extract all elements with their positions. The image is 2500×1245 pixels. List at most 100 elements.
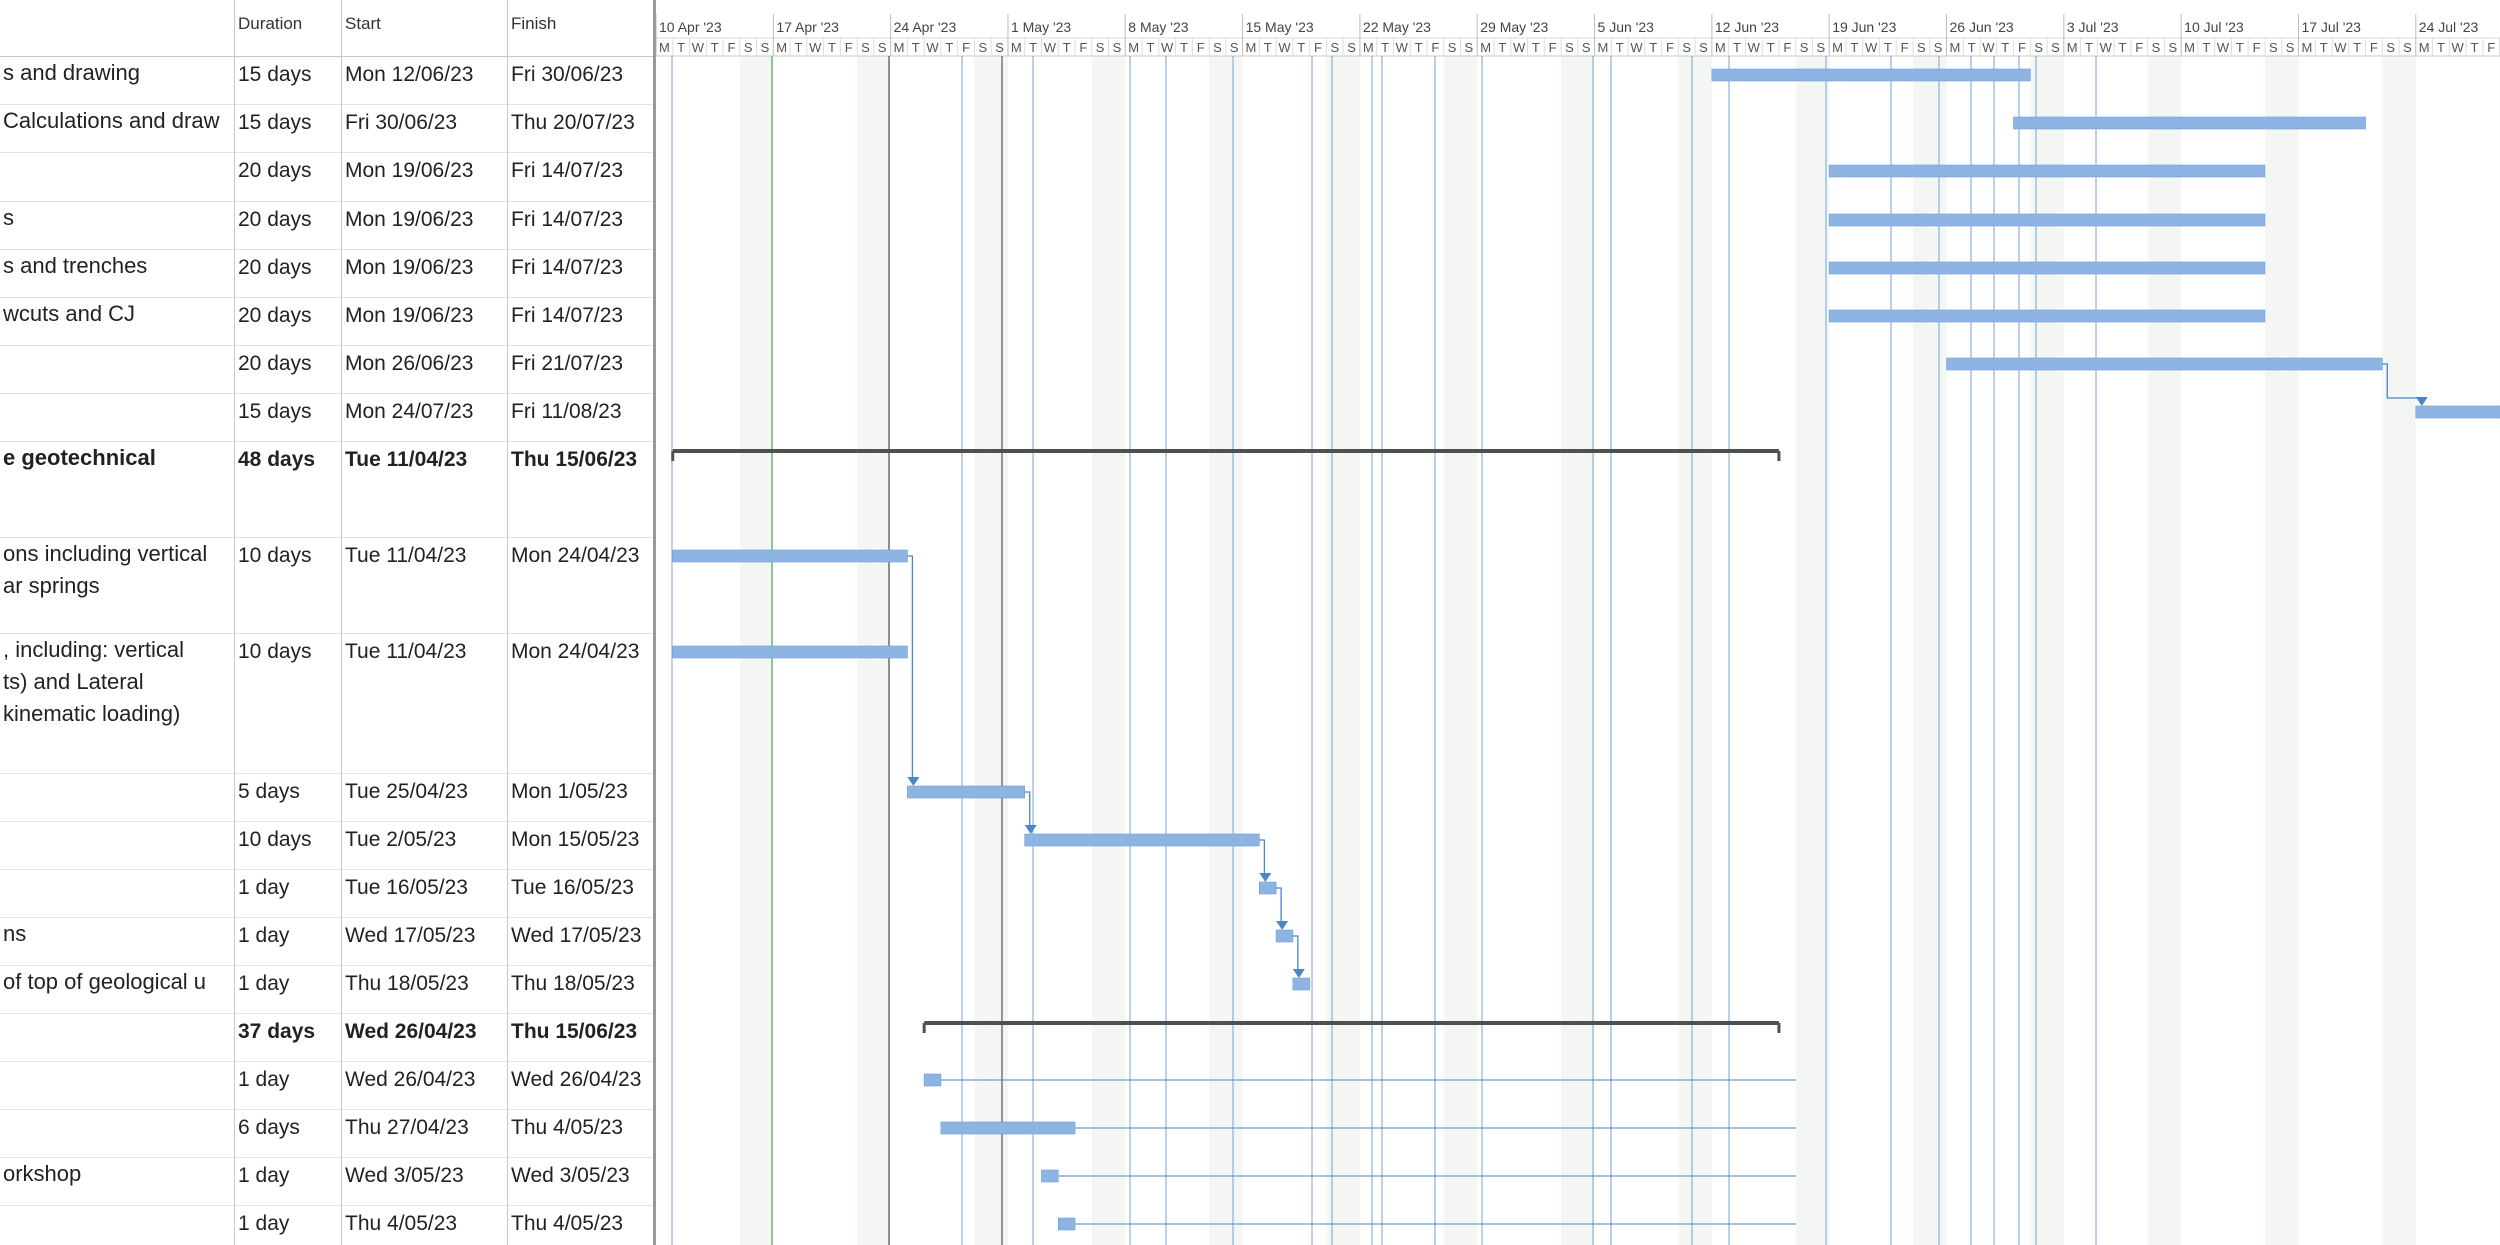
- finish-cell[interactable]: Tue 16/05/23: [508, 869, 655, 917]
- duration-cell[interactable]: 15 days: [235, 104, 342, 152]
- duration-cell[interactable]: 48 days: [235, 441, 342, 537]
- duration-cell[interactable]: 1 day: [235, 869, 342, 917]
- table-row[interactable]: Calculations and draw 15 days Fri 30/06/23…: [0, 104, 655, 153]
- start-cell[interactable]: Thu 18/05/23: [342, 965, 508, 1013]
- duration-cell[interactable]: 10 days: [235, 633, 342, 773]
- table-row[interactable]: 10 days Tue 2/05/23 Mon 15/05/23: [0, 821, 655, 870]
- task-name-cell[interactable]: [0, 1061, 235, 1109]
- finish-cell[interactable]: Thu 15/06/23: [508, 1013, 655, 1061]
- finish-cell[interactable]: Fri 21/07/23: [508, 345, 655, 393]
- task-name-cell[interactable]: ons including vertical ar springs: [0, 537, 235, 633]
- task-name-cell[interactable]: , including: vertical ts) and Lateral kine…: [0, 633, 235, 773]
- task-name-cell[interactable]: s and drawing: [0, 56, 235, 104]
- column-header-task-name[interactable]: [0, 0, 235, 56]
- finish-cell[interactable]: Fri 14/07/23: [508, 152, 655, 201]
- task-name-cell[interactable]: [0, 821, 235, 869]
- duration-cell[interactable]: 20 days: [235, 249, 342, 297]
- finish-cell[interactable]: Wed 17/05/23: [508, 917, 655, 965]
- start-cell[interactable]: Mon 19/06/23: [342, 201, 508, 249]
- table-row[interactable]: 5 days Tue 25/04/23 Mon 1/05/23: [0, 773, 655, 822]
- start-cell[interactable]: Thu 4/05/23: [342, 1205, 508, 1245]
- start-cell[interactable]: Tue 11/04/23: [342, 441, 508, 537]
- start-cell[interactable]: Mon 26/06/23: [342, 345, 508, 393]
- finish-cell[interactable]: Fri 14/07/23: [508, 201, 655, 249]
- start-cell[interactable]: Mon 19/06/23: [342, 249, 508, 297]
- table-row[interactable]: 15 days Mon 24/07/23 Fri 11/08/23: [0, 393, 655, 442]
- task-name-cell[interactable]: Calculations and draw: [0, 104, 235, 152]
- task-name-cell[interactable]: orkshop: [0, 1157, 235, 1205]
- task-name-cell[interactable]: [0, 1205, 235, 1245]
- start-cell[interactable]: Tue 2/05/23: [342, 821, 508, 869]
- finish-cell[interactable]: Thu 4/05/23: [508, 1109, 655, 1157]
- task-name-cell[interactable]: [0, 773, 235, 821]
- task-name-cell[interactable]: s and trenches: [0, 249, 235, 297]
- start-cell[interactable]: Tue 16/05/23: [342, 869, 508, 917]
- duration-cell[interactable]: 20 days: [235, 297, 342, 345]
- finish-cell[interactable]: Fri 14/07/23: [508, 249, 655, 297]
- start-cell[interactable]: Wed 3/05/23: [342, 1157, 508, 1205]
- start-cell[interactable]: Thu 27/04/23: [342, 1109, 508, 1157]
- duration-cell[interactable]: 6 days: [235, 1109, 342, 1157]
- duration-cell[interactable]: 1 day: [235, 1157, 342, 1205]
- duration-cell[interactable]: 20 days: [235, 201, 342, 249]
- finish-cell[interactable]: Mon 1/05/23: [508, 773, 655, 821]
- duration-cell[interactable]: 15 days: [235, 393, 342, 441]
- finish-cell[interactable]: Fri 14/07/23: [508, 297, 655, 345]
- task-name-cell[interactable]: [0, 152, 235, 201]
- pane-splitter[interactable]: [653, 0, 656, 1245]
- table-row[interactable]: 1 day Thu 4/05/23 Thu 4/05/23: [0, 1205, 655, 1245]
- start-cell[interactable]: Mon 12/06/23: [342, 56, 508, 104]
- task-name-cell[interactable]: [0, 345, 235, 393]
- finish-cell[interactable]: Fri 30/06/23: [508, 56, 655, 104]
- task-name-cell[interactable]: wcuts and CJ: [0, 297, 235, 345]
- start-cell[interactable]: Wed 26/04/23: [342, 1061, 508, 1109]
- table-row[interactable]: 1 day Wed 26/04/23 Wed 26/04/23: [0, 1061, 655, 1110]
- duration-cell[interactable]: 20 days: [235, 152, 342, 201]
- finish-cell[interactable]: Fri 11/08/23: [508, 393, 655, 441]
- start-cell[interactable]: Mon 19/06/23: [342, 152, 508, 201]
- duration-cell[interactable]: 37 days: [235, 1013, 342, 1061]
- table-row[interactable]: s and trenches 20 days Mon 19/06/23 Fri 14/…: [0, 249, 655, 298]
- duration-cell[interactable]: 15 days: [235, 56, 342, 104]
- table-row[interactable]: , including: vertical ts) and Lateral kine…: [0, 633, 655, 774]
- table-row[interactable]: e geotechnical 48 days Tue 11/04/23 Thu 15/…: [0, 441, 655, 538]
- start-cell[interactable]: Wed 17/05/23: [342, 917, 508, 965]
- start-cell[interactable]: Mon 24/07/23: [342, 393, 508, 441]
- duration-cell[interactable]: 1 day: [235, 1205, 342, 1245]
- task-name-cell[interactable]: e geotechnical: [0, 441, 235, 537]
- finish-cell[interactable]: Thu 18/05/23: [508, 965, 655, 1013]
- column-header-finish[interactable]: Finish: [508, 0, 655, 56]
- finish-cell[interactable]: Thu 20/07/23: [508, 104, 655, 152]
- finish-cell[interactable]: Thu 15/06/23: [508, 441, 655, 537]
- table-row[interactable]: 20 days Mon 19/06/23 Fri 14/07/23: [0, 152, 655, 202]
- finish-cell[interactable]: Wed 3/05/23: [508, 1157, 655, 1205]
- table-row[interactable]: wcuts and CJ 20 days Mon 19/06/23 Fri 14/07…: [0, 297, 655, 346]
- table-row[interactable]: 20 days Mon 26/06/23 Fri 21/07/23: [0, 345, 655, 394]
- duration-cell[interactable]: 20 days: [235, 345, 342, 393]
- table-row[interactable]: 37 days Wed 26/04/23 Thu 15/06/23: [0, 1013, 655, 1062]
- duration-cell[interactable]: 1 day: [235, 1061, 342, 1109]
- table-row[interactable]: s 20 days Mon 19/06/23 Fri 14/07/23: [0, 201, 655, 250]
- task-name-cell[interactable]: [0, 393, 235, 441]
- duration-cell[interactable]: 1 day: [235, 965, 342, 1013]
- duration-cell[interactable]: 1 day: [235, 917, 342, 965]
- table-row[interactable]: 6 days Thu 27/04/23 Thu 4/05/23: [0, 1109, 655, 1158]
- finish-cell[interactable]: Mon 24/04/23: [508, 633, 655, 773]
- table-row[interactable]: ons including vertical ar springs 10 days T…: [0, 537, 655, 634]
- duration-cell[interactable]: 5 days: [235, 773, 342, 821]
- table-row[interactable]: 1 day Tue 16/05/23 Tue 16/05/23: [0, 869, 655, 918]
- table-row[interactable]: ns 1 day Wed 17/05/23 Wed 17/05/23: [0, 917, 655, 966]
- finish-cell[interactable]: Mon 15/05/23: [508, 821, 655, 869]
- start-cell[interactable]: Fri 30/06/23: [342, 104, 508, 152]
- task-name-cell[interactable]: [0, 1013, 235, 1061]
- start-cell[interactable]: Wed 26/04/23: [342, 1013, 508, 1061]
- task-name-cell[interactable]: [0, 869, 235, 917]
- finish-cell[interactable]: Wed 26/04/23: [508, 1061, 655, 1109]
- column-header-duration[interactable]: Duration: [235, 0, 342, 56]
- start-cell[interactable]: Tue 11/04/23: [342, 633, 508, 773]
- task-name-cell[interactable]: [0, 1109, 235, 1157]
- table-row[interactable]: orkshop 1 day Wed 3/05/23 Wed 3/05/23: [0, 1157, 655, 1206]
- table-row[interactable]: s and drawing 15 days Mon 12/06/23 Fri 30/0…: [0, 56, 655, 105]
- task-name-cell[interactable]: of top of geological u: [0, 965, 235, 1013]
